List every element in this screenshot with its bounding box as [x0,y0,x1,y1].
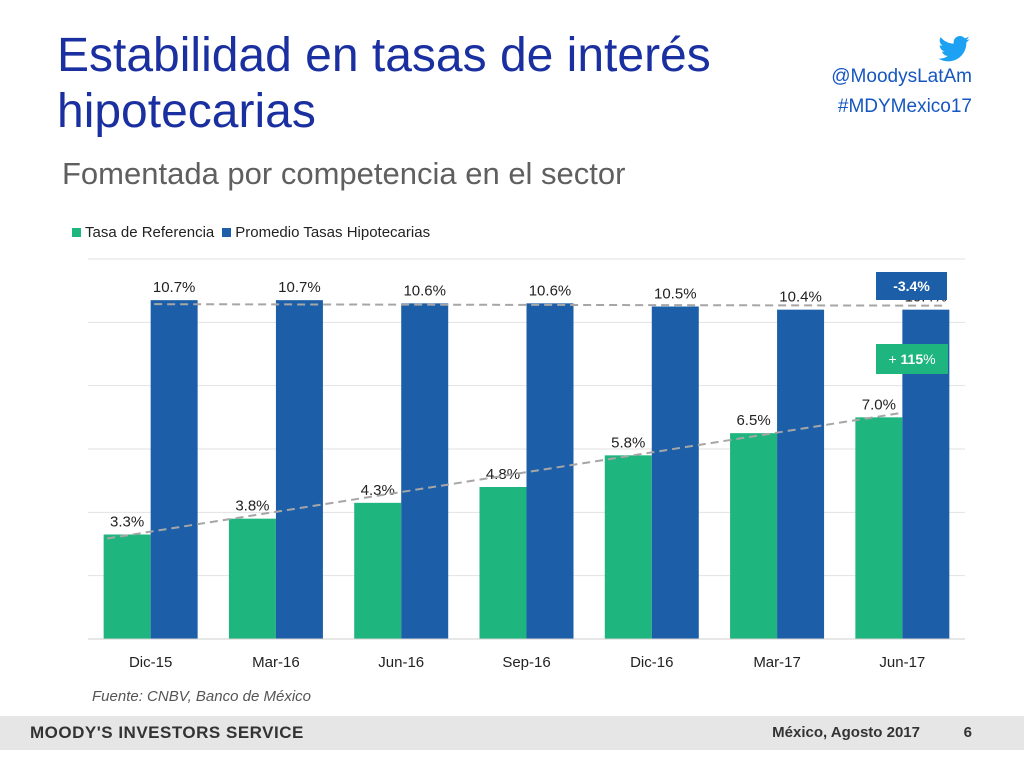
data-label-reference-rate: 5.8% [611,434,645,451]
data-label-mortgage-rate: 10.7% [153,279,196,296]
x-tick-label: Mar-17 [753,654,801,671]
bar-mortgage-rate [275,300,323,639]
twitter-bird-icon [938,36,970,62]
bar-mortgage-rate [401,303,449,639]
hashtag[interactable]: #MDYMexico17 [837,96,972,117]
data-label-mortgage-rate: 10.6% [529,282,572,299]
data-label-mortgage-rate: 10.7% [278,279,321,296]
legend-item-reference-rate: Tasa de Referencia [72,224,214,241]
data-label-mortgage-rate: 10.5% [654,286,697,303]
source-note: Fuente: CNBV, Banco de México [92,688,311,705]
x-tick-label: Dic-16 [630,654,673,671]
trend-line-mortgage-rate [154,303,946,307]
bar-reference-rate [604,455,652,639]
data-label-reference-rate: 3.8% [235,498,269,515]
reference-change-prefix: + [888,351,901,367]
x-tick-label: Dic-15 [129,654,172,671]
x-tick-label: Sep-16 [502,654,550,671]
legend-label-reference-rate: Tasa de Referencia [85,224,215,241]
x-tick-label: Jun-17 [879,654,925,671]
legend-item-mortgage-rate: Promedio Tasas Hipotecarias [222,224,430,241]
x-tick-label: Jun-16 [378,654,424,671]
bar-reference-rate [855,417,903,639]
data-label-reference-rate: 6.5% [736,412,770,429]
x-tick-label: Mar-16 [252,654,300,671]
mortgage-change-value: -3.4% [893,278,930,294]
twitter-handle[interactable]: @MoodysLatAm [831,66,972,87]
reference-change-badge: + 115% [876,344,948,374]
bar-reference-rate [354,502,402,639]
data-label-reference-rate: 3.3% [110,514,144,531]
bar-mortgage-rate [651,306,699,639]
data-label-reference-rate: 4.3% [361,482,395,499]
bar-mortgage-rate [150,300,198,639]
bar-chart: 3.3% 10.7% Dic-15 3.8% 10.7% Mar-16 4.3% 10.6% J… [88,258,965,671]
bar-mortgage-rate [777,309,825,639]
bar-reference-rate [228,518,276,639]
footer-place-date: México, Agosto 2017 [772,724,920,741]
trend-line-reference-rate [106,412,900,540]
data-label-mortgage-rate: 10.4% [779,289,822,306]
reference-change-suffix: % [923,351,936,367]
data-label-mortgage-rate: 10.6% [403,282,446,299]
bar-reference-rate [103,534,151,639]
legend-label-mortgage-rate: Promedio Tasas Hipotecarias [235,224,431,241]
bar-reference-rate [479,487,527,639]
bar-reference-rate [730,433,778,639]
data-label-reference-rate: 7.0% [862,396,896,413]
mortgage-change-badge: -3.4% [876,272,947,300]
footer-bar: MOODY'S INVESTORS SERVICE México, Agosto… [0,716,1024,750]
footer-brand: MOODY'S INVESTORS SERVICE [30,723,304,742]
slide-subtitle: Fomentada por competencia en el sector [62,156,626,191]
reference-change-value: 115 [900,351,924,367]
legend-swatch-mortgage-rate [222,228,232,237]
slide-title: Estabilidad en tasas de interés hipoteca… [57,29,711,138]
page-number: 6 [963,724,972,741]
data-label-reference-rate: 4.8% [486,466,520,483]
legend-swatch-reference-rate [72,228,81,237]
chart-legend: Tasa de Referencia Promedio Tasas Hipote… [72,224,430,241]
